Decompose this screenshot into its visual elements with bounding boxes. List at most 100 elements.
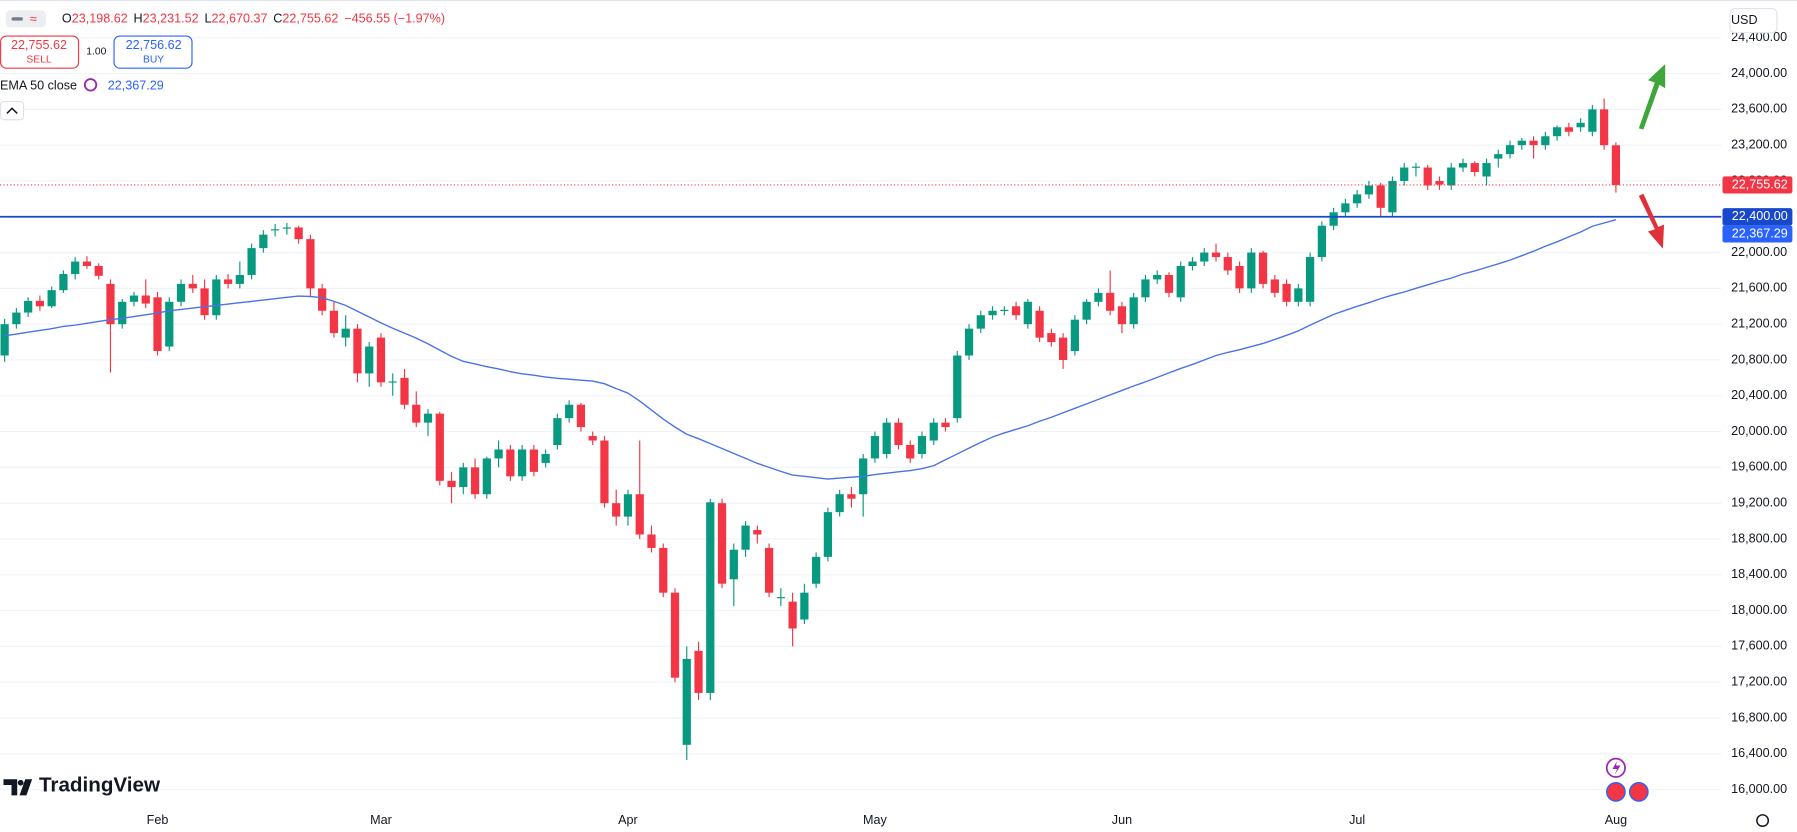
candle-body (188, 283, 197, 289)
candle-body (1435, 180, 1444, 185)
candle-body (1458, 163, 1468, 168)
candle-body (118, 301, 127, 325)
candle-body (423, 413, 433, 423)
candle-body (0, 324, 9, 356)
candle-body (306, 239, 315, 289)
candle-body (753, 530, 762, 535)
x-tick-label: Feb (147, 813, 169, 827)
candle-body (1353, 194, 1362, 204)
candle-body (764, 547, 774, 593)
candle-body (517, 449, 527, 477)
candle-body (165, 301, 174, 347)
candle-body (600, 440, 609, 504)
candle-body (847, 494, 856, 499)
candle-body (47, 290, 56, 307)
candle-body (612, 503, 621, 517)
candle-body (682, 658, 691, 745)
candle-body (1258, 252, 1268, 284)
candle-body (494, 449, 503, 459)
candle-body (200, 288, 209, 316)
candle-body (1211, 252, 1221, 258)
settings-icon[interactable] (1756, 814, 1770, 828)
ema-tag: 22,367.29 (1732, 226, 1788, 240)
candle-body (1305, 257, 1315, 302)
brand: TradingView (39, 774, 161, 797)
down-arrow (1638, 193, 1665, 249)
candle-body (1282, 283, 1291, 302)
candle-body (59, 274, 68, 291)
candle-body (894, 422, 903, 446)
candle-body (1000, 309, 1009, 312)
candle-body (694, 650, 703, 693)
candle-body (706, 502, 715, 693)
candle-body (976, 315, 985, 329)
symbol-icon[interactable] (5, 10, 46, 28)
candle-body (106, 283, 115, 325)
candle-body (1376, 185, 1385, 208)
country-icon[interactable] (1606, 782, 1626, 802)
candle-body (835, 494, 844, 513)
y-tick-label: 20,400.00 (1731, 388, 1787, 402)
sell-price: 22,755.62 (11, 38, 67, 52)
candle-body (365, 346, 374, 374)
country-icon[interactable] (1628, 782, 1649, 802)
candle-body (459, 467, 468, 488)
y-tick-label: 19,600.00 (1731, 460, 1787, 474)
candle-body (412, 404, 421, 423)
currency-button[interactable] (1729, 8, 1778, 34)
indicator-icon[interactable] (83, 78, 98, 92)
event-bolt (1612, 760, 1621, 775)
candle-body (964, 328, 974, 356)
symbol-icon-bar (11, 17, 23, 21)
y-tick-label: 21,200.00 (1731, 317, 1787, 331)
candle-body (1505, 145, 1515, 155)
candle-body (812, 556, 821, 584)
candle-body (271, 229, 280, 231)
candle-body (1517, 140, 1526, 146)
candle-body (1329, 212, 1338, 226)
candle-body (917, 436, 927, 454)
candle-body (1541, 136, 1550, 146)
candle-body (329, 310, 339, 334)
candle-body (341, 328, 350, 338)
candle-body (647, 534, 656, 548)
candle-body (1341, 203, 1350, 213)
candle-body (788, 601, 797, 629)
ema-tag-bg (1722, 225, 1793, 243)
ohlc-value: 23,198.62 (72, 12, 128, 26)
ohlc-value: 22,755.62 (282, 12, 338, 26)
sell-button[interactable] (0, 35, 80, 69)
candle-body (482, 458, 491, 495)
candle-body (35, 300, 45, 307)
x-tick-label: Aug (1605, 813, 1627, 827)
candle-body (823, 512, 833, 557)
candle-body (1364, 185, 1374, 195)
y-tick-label: 23,600.00 (1731, 102, 1787, 116)
candle-body (71, 261, 80, 275)
candle-body (1059, 337, 1068, 360)
candle-body (1447, 167, 1456, 186)
y-tick-label: 17,600.00 (1731, 639, 1787, 653)
candle-body (1129, 297, 1138, 325)
currency: USD (1731, 13, 1758, 27)
candle-body (1188, 261, 1197, 266)
candle-body (529, 449, 538, 472)
candle-body (576, 404, 586, 428)
buy-button[interactable] (113, 35, 193, 69)
candle-body (176, 283, 186, 302)
y-tick-label: 17,200.00 (1731, 675, 1787, 689)
candle-body (1388, 180, 1397, 213)
candle-body (435, 413, 444, 481)
candle-body (941, 422, 950, 428)
candle-body (800, 592, 809, 620)
y-tick-label: 19,200.00 (1731, 496, 1787, 510)
sell-label: SELL (26, 54, 51, 65)
candle-body (1023, 301, 1032, 325)
candle-body (541, 453, 550, 463)
candle-body (247, 248, 256, 275)
buy-price: 22,756.62 (126, 38, 182, 52)
y-tick-label: 16,000.00 (1731, 782, 1787, 796)
candle-body (1423, 167, 1432, 186)
hline-tag-bg (1722, 208, 1793, 226)
collapse-button[interactable] (0, 100, 25, 121)
